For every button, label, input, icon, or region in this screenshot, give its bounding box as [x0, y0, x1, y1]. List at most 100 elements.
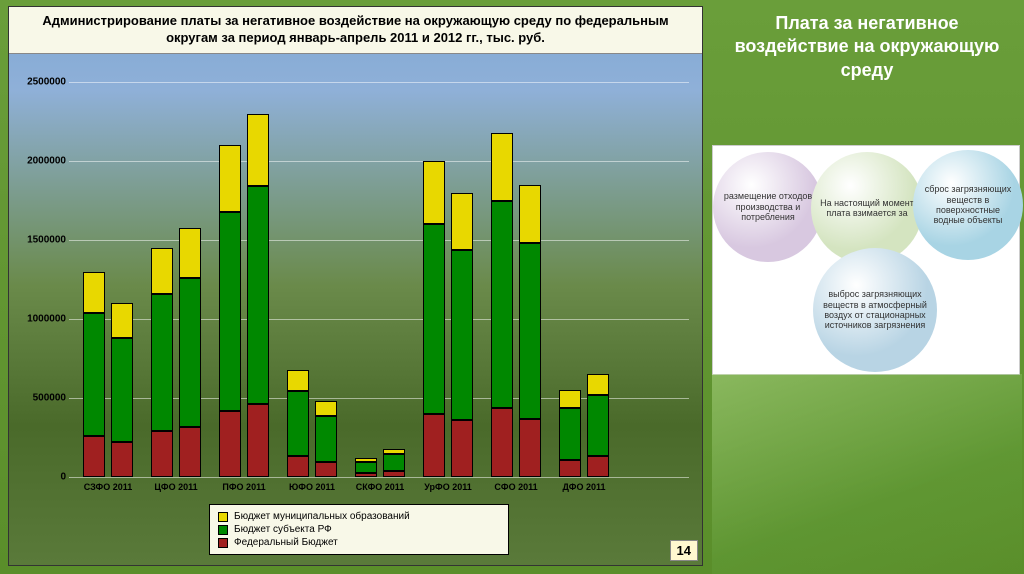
legend-item-subject: Бюджет субъекта РФ	[218, 524, 500, 535]
legend-label: Бюджет субъекта РФ	[234, 524, 332, 535]
y-tick-label: 500000	[11, 393, 66, 404]
bar-segment-subject	[383, 454, 405, 471]
x-tick-label: УрФО 2011	[424, 482, 471, 492]
page-number: 14	[670, 540, 698, 561]
bar-segment-municipal	[519, 185, 541, 243]
bar-segment-federal	[519, 419, 541, 477]
bar-segment-subject	[83, 313, 105, 436]
x-tick-label: ЦФО 2011	[154, 482, 197, 492]
bar-segment-federal	[247, 404, 269, 477]
bar	[287, 370, 309, 477]
bar-segment-federal	[287, 456, 309, 477]
chart-panel: Администрирование платы за негативное во…	[8, 6, 703, 566]
bar	[219, 145, 241, 477]
bar-segment-subject	[587, 395, 609, 457]
bar	[355, 458, 377, 477]
bar-segment-federal	[559, 460, 581, 477]
bar	[315, 401, 337, 477]
bar	[383, 449, 405, 477]
side-title: Плата за негативное воздействие на окруж…	[712, 0, 1022, 92]
chart-legend: Бюджет муниципальных образований Бюджет …	[209, 504, 509, 555]
legend-item-municipal: Бюджет муниципальных образований	[218, 511, 500, 522]
bar-segment-federal	[383, 471, 405, 477]
bar-segment-federal	[83, 436, 105, 477]
bar-segment-municipal	[451, 193, 473, 250]
legend-label: Бюджет муниципальных образований	[234, 511, 410, 522]
x-tick-label: СФО 2011	[494, 482, 537, 492]
bar-segment-federal	[355, 473, 377, 477]
right-column: Плата за негативное воздействие на окруж…	[712, 0, 1022, 574]
bar-segment-municipal	[315, 401, 337, 416]
info-bubble: размещение отходов производства и потреб…	[713, 152, 823, 262]
x-tick-label: СЗФО 2011	[84, 482, 133, 492]
slide: Администрирование платы за негативное во…	[0, 0, 1024, 574]
bar	[179, 228, 201, 477]
bar-segment-federal	[423, 414, 445, 477]
grid-line	[69, 477, 689, 478]
chart-title: Администрирование платы за негативное во…	[9, 7, 702, 54]
bar-segment-federal	[451, 420, 473, 477]
bar-segment-subject	[519, 243, 541, 418]
bar-segment-federal	[219, 411, 241, 477]
bar-segment-subject	[451, 250, 473, 421]
bar-segment-subject	[491, 201, 513, 408]
bar-segment-municipal	[423, 161, 445, 224]
info-bubble: выброс загрязняющих веществ в атмосферны…	[813, 248, 937, 372]
legend-item-federal: Федеральный Бюджет	[218, 537, 500, 548]
bar-segment-subject	[355, 462, 377, 473]
bar-segment-subject	[559, 408, 581, 460]
bar	[247, 114, 269, 477]
bar-segment-municipal	[287, 370, 309, 391]
bar-segment-municipal	[219, 145, 241, 211]
bar-segment-federal	[179, 427, 201, 477]
bar-segment-subject	[219, 212, 241, 411]
bar-segment-municipal	[559, 390, 581, 407]
bar-segment-subject	[247, 186, 269, 404]
y-tick-label: 0	[11, 472, 66, 483]
bar-segment-subject	[151, 294, 173, 431]
bar-segment-municipal	[151, 248, 173, 294]
bar	[151, 248, 173, 477]
bar-segment-federal	[111, 442, 133, 477]
bar-segment-municipal	[111, 303, 133, 338]
bar-segment-subject	[315, 416, 337, 462]
bar	[423, 161, 445, 477]
y-tick-label: 2500000	[11, 77, 66, 88]
x-tick-label: ДФО 2011	[562, 482, 605, 492]
bar-group	[69, 82, 689, 477]
bar	[83, 272, 105, 477]
y-tick-label: 1500000	[11, 235, 66, 246]
bar	[491, 133, 513, 477]
bar-segment-municipal	[247, 114, 269, 187]
x-tick-label: ЮФО 2011	[289, 482, 335, 492]
bar	[559, 390, 581, 477]
legend-label: Федеральный Бюджет	[234, 537, 338, 548]
bar-segment-municipal	[587, 374, 609, 395]
bar-segment-subject	[287, 391, 309, 455]
x-tick-label: ПФО 2011	[222, 482, 265, 492]
bar-segment-municipal	[491, 133, 513, 202]
bar	[451, 193, 473, 477]
y-tick-label: 1000000	[11, 314, 66, 325]
y-tick-label: 2000000	[11, 156, 66, 167]
x-tick-label: СКФО 2011	[356, 482, 405, 492]
bar-segment-federal	[587, 456, 609, 477]
bar-segment-municipal	[179, 228, 201, 278]
chart-plot-area: 05000001000000150000020000002500000	[69, 82, 689, 477]
bar-segment-municipal	[83, 272, 105, 313]
legend-swatch	[218, 538, 228, 548]
bar-segment-federal	[491, 408, 513, 477]
legend-swatch	[218, 512, 228, 522]
bar-segment-federal	[151, 431, 173, 477]
bar	[111, 303, 133, 477]
info-bubble: сброс загрязняющих веществ в поверхностн…	[913, 150, 1023, 260]
bubbles-diagram: размещение отходов производства и потреб…	[712, 145, 1020, 375]
bar	[519, 185, 541, 477]
bar-segment-subject	[179, 278, 201, 427]
bar-segment-subject	[111, 338, 133, 442]
bar-segment-federal	[315, 462, 337, 477]
bar	[587, 374, 609, 477]
info-bubble: На настоящий момент плата взимается за	[811, 152, 923, 264]
legend-swatch	[218, 525, 228, 535]
bar-segment-subject	[423, 224, 445, 414]
